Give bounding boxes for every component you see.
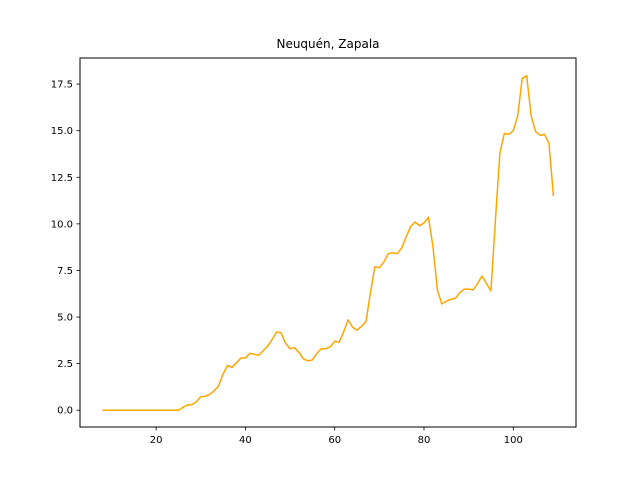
y-axis: 0.0 2.5 5.0 7.5 10.0 12.5 15.0 17.5 xyxy=(51,80,80,417)
chart-title: Neuquén, Zapala xyxy=(276,37,379,51)
y-tick-label: 2.5 xyxy=(57,359,73,370)
x-tick-label: 40 xyxy=(239,435,252,446)
x-tick-label: 100 xyxy=(504,435,523,446)
y-tick-label: 5.0 xyxy=(57,313,73,324)
y-tick-label: 10.0 xyxy=(51,219,73,230)
y-tick-label: 7.5 xyxy=(57,266,73,277)
y-tick-label: 0.0 xyxy=(57,406,73,417)
x-tick-label: 60 xyxy=(328,435,341,446)
series-line-0 xyxy=(102,74,555,411)
x-tick-label: 20 xyxy=(150,435,163,446)
x-axis: 20 40 60 80 100 xyxy=(150,427,523,446)
y-tick-label: 15.0 xyxy=(51,126,73,137)
plot-marks xyxy=(102,74,555,411)
y-tick-label: 17.5 xyxy=(51,80,73,91)
plot-frame xyxy=(79,57,577,428)
x-tick-label: 80 xyxy=(418,435,431,446)
y-tick-label: 12.5 xyxy=(51,173,73,184)
